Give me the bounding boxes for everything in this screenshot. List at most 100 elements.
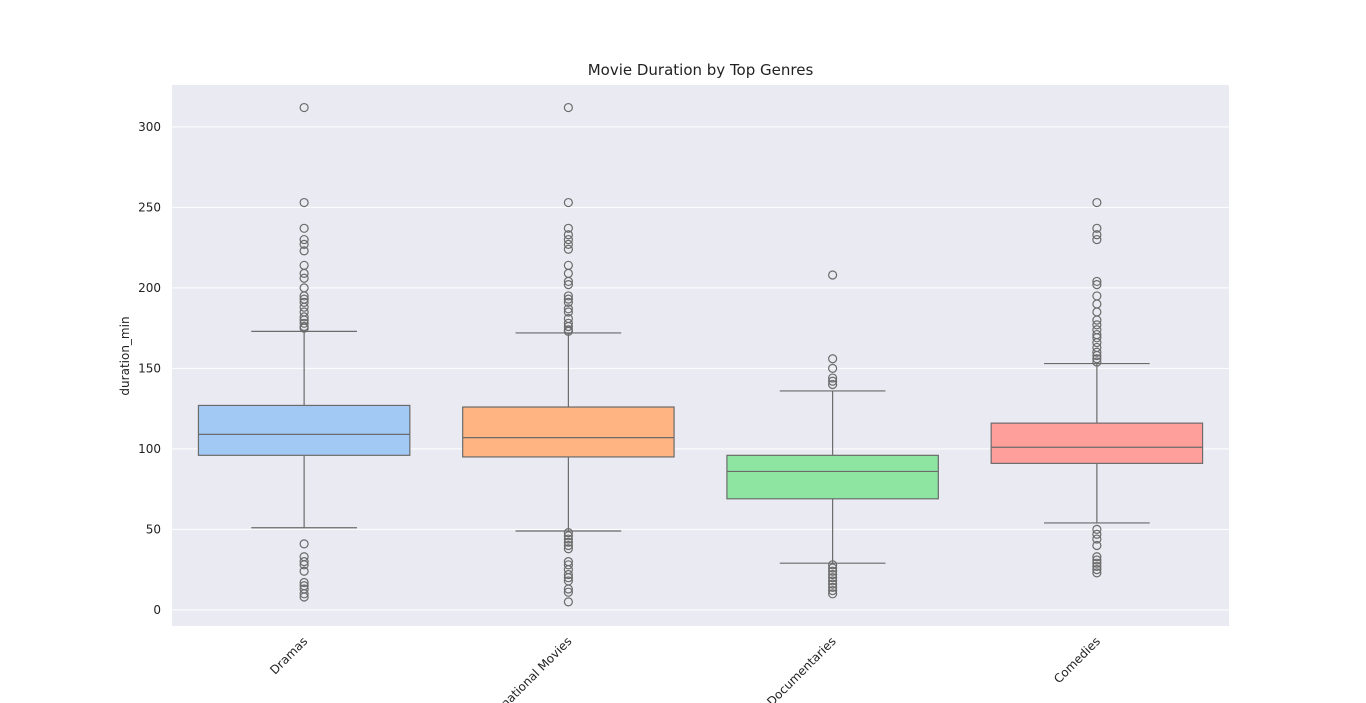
outlier-point — [563, 234, 573, 245]
outlier-point — [1092, 223, 1102, 233]
outlier-point — [1092, 561, 1102, 572]
x-axis-ticks: Dramas International Movies Documentaries C… — [267, 634, 1103, 703]
outlier-point — [828, 566, 838, 576]
outlier-point — [563, 544, 573, 554]
outlier-point — [299, 102, 309, 113]
outlier-point — [563, 244, 573, 254]
outlier-point — [828, 576, 838, 586]
outlier-point — [563, 560, 573, 570]
outlier-point — [563, 540, 573, 551]
outlier-point — [1092, 197, 1102, 208]
outlier-point — [1092, 568, 1102, 578]
x-tick-label: Documentaries — [764, 634, 839, 703]
outlier-point — [1092, 338, 1102, 348]
outlier-point — [1092, 540, 1102, 551]
y-tick-label: 250 — [138, 200, 161, 214]
outlier-point — [1092, 565, 1102, 575]
outlier-point — [563, 276, 573, 287]
box-body — [726, 454, 939, 500]
outlier-point — [299, 239, 309, 250]
outlier-point — [828, 569, 838, 580]
outlier-point — [299, 302, 309, 312]
box-body — [990, 422, 1204, 464]
outlier-point — [563, 326, 573, 336]
outlier-point — [299, 268, 309, 278]
outlier-point — [563, 291, 573, 301]
outlier-point — [563, 569, 573, 580]
y-tick-label: 150 — [138, 361, 161, 375]
outlier-point — [563, 597, 573, 607]
outlier-point — [1092, 529, 1102, 539]
outlier-point — [299, 323, 309, 333]
outlier-point — [299, 592, 309, 602]
outlier-point — [563, 587, 573, 597]
outlier-point — [828, 354, 838, 364]
outlier-point — [299, 318, 309, 328]
outlier-point — [299, 312, 309, 322]
outlier-point — [563, 223, 573, 233]
outlier-point — [1092, 315, 1102, 325]
outlier-point — [563, 297, 573, 307]
outlier-point — [563, 537, 573, 547]
box-body — [462, 406, 675, 458]
outlier-point — [299, 273, 309, 283]
outlier-point — [1092, 276, 1102, 287]
outlier-point — [299, 223, 309, 233]
boxes-group — [197, 102, 1204, 607]
outlier-point — [563, 584, 573, 594]
outlier-point — [1092, 354, 1102, 364]
outlier-point — [299, 566, 309, 576]
outlier-point — [1092, 280, 1102, 290]
outlier-point — [563, 230, 573, 240]
outlier-point — [563, 280, 573, 290]
outlier-point — [828, 579, 838, 589]
x-tick-label: Dramas — [267, 634, 310, 677]
y-tick-label: 100 — [138, 442, 161, 456]
outlier-point — [563, 534, 573, 544]
outlier-point — [563, 531, 573, 541]
plot-area — [172, 85, 1229, 626]
outlier-point — [563, 528, 573, 538]
outlier-point — [1092, 524, 1102, 534]
outlier-point — [828, 563, 838, 573]
y-tick-label: 200 — [138, 281, 161, 295]
outlier-point — [828, 582, 838, 592]
outlier-point — [828, 270, 838, 280]
x-tick-label: Comedies — [1051, 634, 1103, 686]
outlier-point — [299, 560, 309, 570]
outlier-point — [563, 239, 573, 250]
outlier-point — [1092, 230, 1102, 240]
outlier-point — [1092, 534, 1102, 544]
outlier-point — [1092, 347, 1102, 357]
outlier-point — [1092, 555, 1102, 565]
outlier-point — [1092, 234, 1102, 245]
box-3 — [990, 197, 1204, 578]
outlier-point — [1092, 333, 1102, 343]
outlier-point — [563, 294, 573, 304]
outlier-point — [299, 556, 309, 567]
outlier-point — [828, 376, 838, 386]
outlier-point — [828, 373, 838, 383]
outlier-point — [563, 307, 573, 317]
outlier-point — [1092, 350, 1102, 361]
y-axis-ticks: 0 50 100 150 200 250 300 — [138, 120, 161, 617]
outlier-point — [1092, 558, 1102, 568]
outlier-point — [299, 246, 309, 256]
outlier-point — [563, 304, 573, 314]
box-body — [197, 404, 411, 456]
y-tick-label: 300 — [138, 120, 161, 134]
outlier-point — [563, 321, 573, 332]
outlier-point — [828, 560, 838, 570]
outlier-point — [563, 573, 573, 583]
outlier-point — [1092, 357, 1102, 367]
outlier-point — [563, 102, 573, 113]
outlier-point — [299, 197, 309, 208]
box-1 — [462, 102, 675, 607]
y-axis-label: duration_min — [118, 316, 132, 395]
outlier-point — [299, 291, 309, 301]
y-tick-label: 50 — [146, 522, 161, 536]
outlier-point — [299, 589, 309, 599]
outlier-point — [828, 573, 838, 583]
y-tick-label: 0 — [153, 603, 161, 617]
